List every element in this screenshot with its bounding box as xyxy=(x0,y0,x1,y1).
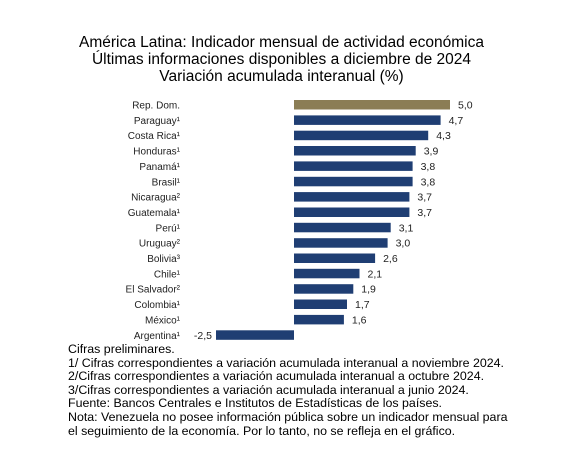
value-label-8: 3,1 xyxy=(399,222,414,234)
chart-title: América Latina: Indicador mensual de act… xyxy=(79,34,484,51)
category-label-2: Costa Rica¹ xyxy=(128,131,181,142)
bar-15 xyxy=(216,330,294,340)
value-label-6: 3,7 xyxy=(417,192,432,204)
value-label-4: 3,8 xyxy=(421,161,436,173)
chart-notes: Cifras preliminares. 1/ Cifras correspon… xyxy=(68,342,558,438)
category-label-5: Brasil¹ xyxy=(152,177,181,188)
bar-12 xyxy=(294,284,354,294)
bar-1 xyxy=(294,115,441,125)
category-label-0: Rep. Dom. xyxy=(132,101,180,112)
note-footnote-2: 2/Cifras correspondientes a variación ac… xyxy=(68,369,485,384)
value-label-14: 1,6 xyxy=(352,314,367,326)
note-venezuela-1: Nota: Venezuela no posee información púb… xyxy=(68,409,508,424)
bar-chart: Rep. Dom. 5,0 Paraguay¹ 4,7 Costa Rica¹ 4,3 Ho… xyxy=(126,100,473,342)
bar-9 xyxy=(294,238,388,248)
category-label-13: Colombia¹ xyxy=(134,300,180,311)
bar-0 xyxy=(294,100,450,110)
category-label-6: Nicaragua² xyxy=(131,193,181,204)
category-label-10: Bolivia³ xyxy=(147,254,180,265)
value-label-9: 3,0 xyxy=(396,238,411,250)
note-footnote-3: 3/Cifras correspondientes a variación ac… xyxy=(68,382,469,397)
value-label-11: 2,1 xyxy=(368,268,383,280)
category-label-3: Honduras¹ xyxy=(133,147,180,158)
category-label-1: Paraguay¹ xyxy=(134,116,181,127)
category-label-8: Perú¹ xyxy=(156,223,181,234)
value-label-1: 4,7 xyxy=(449,115,464,127)
chart-subtitle-2: Variación acumulada interanual (%) xyxy=(159,68,404,85)
category-label-15: Argentina¹ xyxy=(134,331,181,342)
category-label-12: El Salvador² xyxy=(126,285,181,296)
category-label-14: México¹ xyxy=(145,315,181,326)
category-label-4: Panamá¹ xyxy=(139,162,180,173)
bar-4 xyxy=(294,161,413,171)
chart-subtitle-1: Últimas informaciones disponibles a dici… xyxy=(91,51,472,68)
bar-14 xyxy=(294,314,344,325)
category-label-11: Chile¹ xyxy=(154,269,181,280)
chart-title-block: América Latina: Indicador mensual de act… xyxy=(0,34,563,85)
note-venezuela-2: el seguimiento de la economía. Por lo ta… xyxy=(68,423,456,438)
note-source: Fuente: Bancos Centrales e Institutos de… xyxy=(68,396,442,411)
value-label-3: 3,9 xyxy=(424,146,439,158)
bar-8 xyxy=(294,222,391,233)
bar-3 xyxy=(294,146,416,156)
value-label-2: 4,3 xyxy=(436,130,451,142)
bar-7 xyxy=(294,207,410,217)
value-label-12: 1,9 xyxy=(361,284,376,296)
value-label-10: 2,6 xyxy=(383,253,398,265)
value-label-0: 5,0 xyxy=(458,100,473,112)
value-label-5: 3,8 xyxy=(421,176,436,188)
bar-5 xyxy=(294,176,413,187)
value-label-7: 3,7 xyxy=(417,207,432,219)
value-label-15: -2,5 xyxy=(194,330,212,342)
value-label-13: 1,7 xyxy=(355,299,370,311)
category-label-9: Uruguay² xyxy=(139,239,181,250)
bar-2 xyxy=(294,130,429,141)
category-label-7: Guatemala¹ xyxy=(128,208,181,219)
bar-13 xyxy=(294,299,347,309)
note-footnote-1: 1/ Cifras correspondientes a variación a… xyxy=(68,355,504,370)
bar-6 xyxy=(294,192,410,202)
note-preliminary: Cifras preliminares. xyxy=(68,342,175,356)
bar-11 xyxy=(294,268,360,279)
bar-10 xyxy=(294,253,376,263)
